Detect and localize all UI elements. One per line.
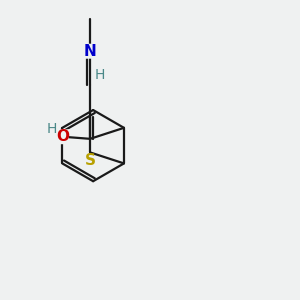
Text: H: H — [46, 122, 57, 136]
Text: N: N — [84, 44, 97, 59]
Text: S: S — [85, 153, 96, 168]
Text: H: H — [94, 68, 105, 83]
Text: O: O — [56, 129, 69, 144]
